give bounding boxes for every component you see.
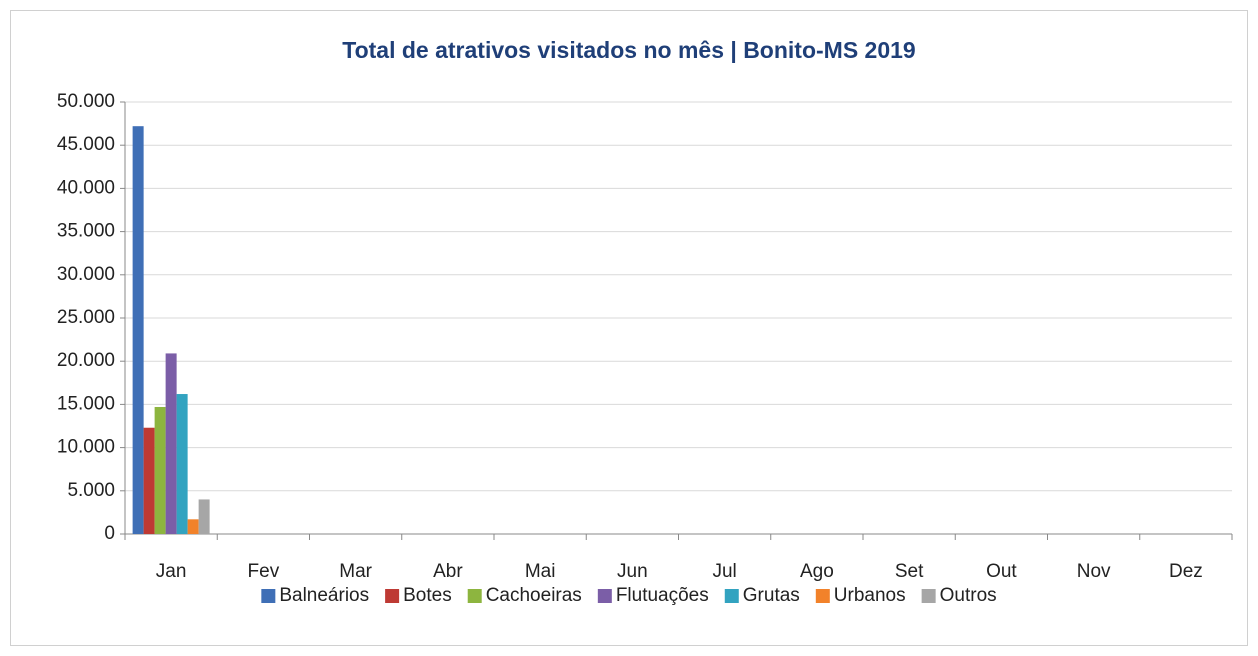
y-tick-label: 5.000 (67, 480, 115, 501)
y-tick-label: 0 (104, 523, 115, 544)
bar (187, 519, 199, 534)
x-tick-label: Jun (617, 561, 648, 582)
y-tick-label: 15.000 (57, 393, 115, 414)
x-tick-label: Dez (1169, 561, 1203, 582)
legend-swatch (597, 589, 612, 603)
legend-label: Cachoeiras (486, 585, 582, 606)
y-tick-label: 45.000 (57, 134, 115, 155)
chart-border (10, 10, 1248, 646)
chart-title: Total de atrativos visitados no mês | Bo… (342, 37, 915, 63)
x-tick-label: Ago (800, 561, 834, 582)
legend-swatch (921, 589, 936, 603)
y-tick-label: 35.000 (57, 221, 115, 242)
bar (198, 499, 210, 534)
legend-swatch (815, 589, 830, 603)
bar (176, 394, 188, 534)
x-tick-label: Out (986, 561, 1017, 582)
legend-swatch (385, 589, 400, 603)
legend-label: Botes (403, 585, 452, 606)
x-tick-label: Abr (433, 561, 463, 582)
legend-label: Flutuações (616, 585, 709, 606)
x-tick-label: Jan (156, 561, 187, 582)
y-tick-label: 20.000 (57, 350, 115, 371)
y-tick-label: 30.000 (57, 264, 115, 285)
x-tick-label: Nov (1077, 561, 1111, 582)
bar (143, 427, 155, 534)
y-tick-label: 40.000 (57, 177, 115, 198)
legend-label: Urbanos (834, 585, 906, 606)
x-tick-label: Jul (712, 561, 736, 582)
x-tick-label: Mai (525, 561, 556, 582)
bar (132, 126, 144, 534)
y-tick-label: 50.000 (57, 91, 115, 112)
bar (154, 406, 166, 534)
y-tick-label: 25.000 (57, 307, 115, 328)
y-tick-label: 10.000 (57, 437, 115, 458)
x-tick-label: Fev (248, 561, 280, 582)
x-tick-label: Set (895, 561, 924, 582)
legend-swatch (724, 589, 739, 603)
bar (165, 353, 177, 534)
x-tick-label: Mar (339, 561, 372, 582)
legend-label: Outros (940, 585, 997, 606)
legend-label: Balneários (279, 585, 369, 606)
legend-swatch (261, 589, 276, 603)
legend-label: Grutas (743, 585, 800, 606)
legend-swatch (467, 589, 482, 603)
